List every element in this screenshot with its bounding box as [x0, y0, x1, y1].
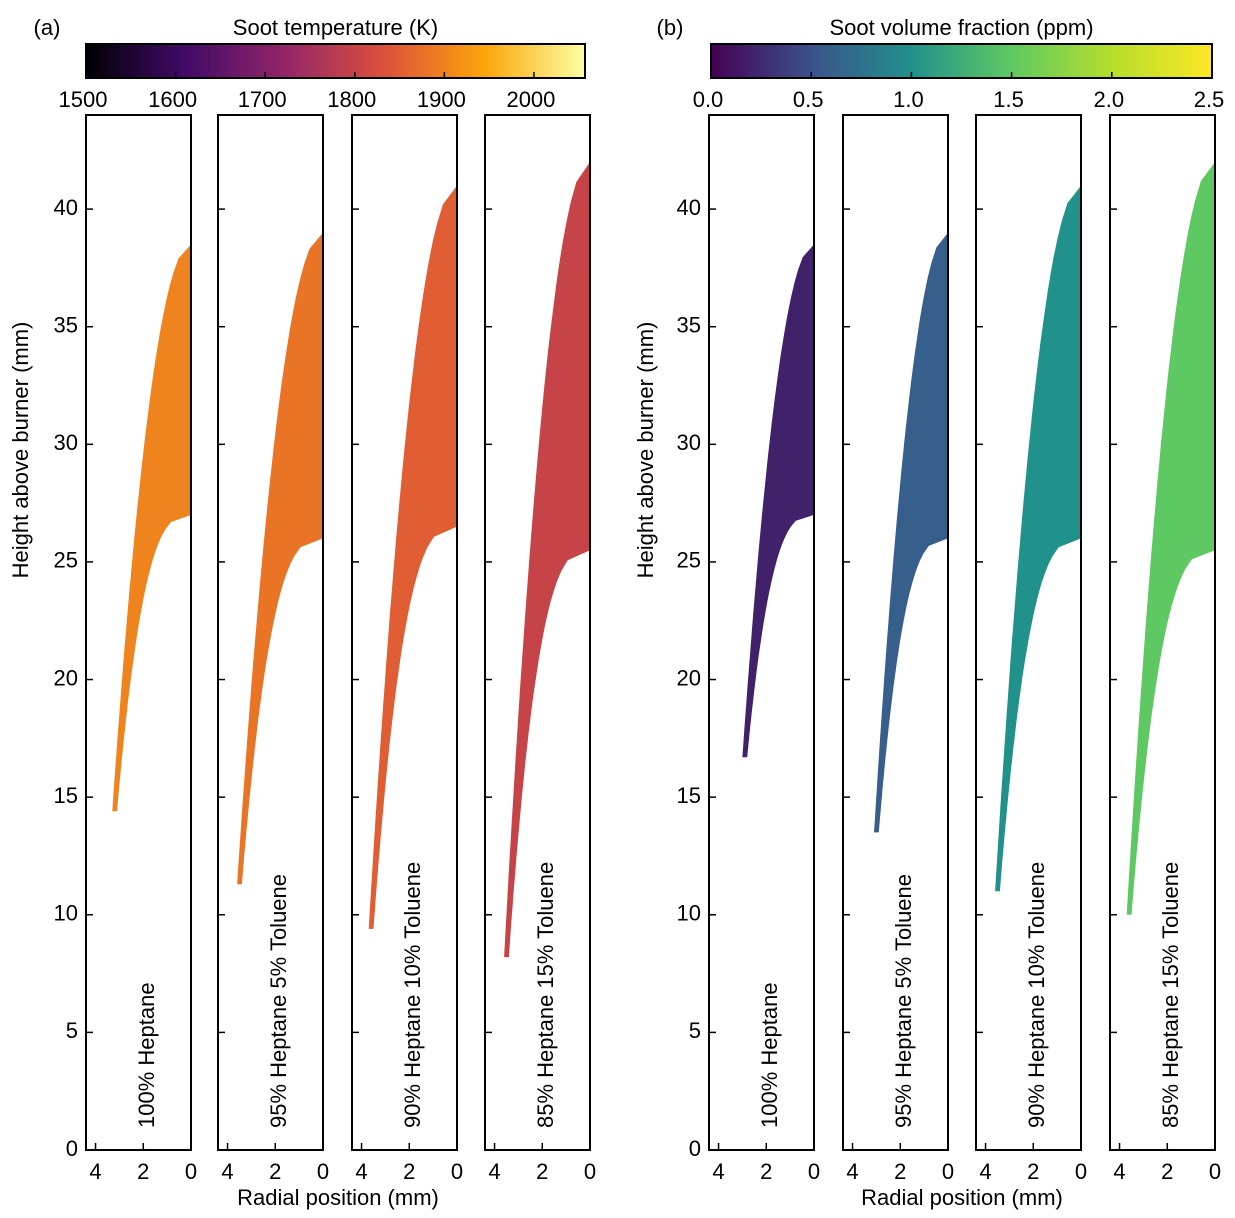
y-tick-label: 30 — [677, 430, 701, 455]
y-tick-label: 10 — [54, 901, 78, 926]
y-tick-label: 25 — [677, 548, 701, 573]
flame — [874, 232, 948, 833]
y-tick-label: 25 — [54, 548, 78, 573]
colorbar-tick-label: 2000 — [506, 87, 555, 112]
panel-frame — [217, 114, 324, 1151]
x-tick-label: 0 — [185, 1159, 197, 1184]
x-tick-label: 0 — [1075, 1159, 1087, 1184]
x-tick-label: 4 — [979, 1159, 991, 1184]
y-tick-label: 15 — [54, 783, 78, 808]
x-tick-label: 4 — [89, 1159, 101, 1184]
flame — [504, 162, 590, 958]
panel-caption: 85% Heptane 15% Toluene — [533, 862, 558, 1128]
y-tick-label: 35 — [677, 313, 701, 338]
colorbar-tick-label: 0.0 — [693, 87, 724, 112]
colorbar-tick-label: 2.5 — [1194, 87, 1225, 112]
y-tick-label: 20 — [677, 665, 701, 690]
colorbar-title: Soot temperature (K) — [233, 15, 438, 40]
x-tick-label: 2 — [760, 1159, 772, 1184]
x-axis-label: Radial position (mm) — [861, 1185, 1063, 1210]
colorbar-tick-label: 1600 — [148, 87, 197, 112]
colorbar — [710, 43, 1213, 79]
colorbar — [85, 43, 586, 79]
x-tick-label: 4 — [1113, 1159, 1125, 1184]
colorbar-tick-label: 1700 — [238, 87, 287, 112]
flame — [1126, 162, 1215, 915]
panel-frame — [351, 114, 458, 1151]
x-tick-label: 2 — [1027, 1159, 1039, 1184]
panel-caption: 95% Heptane 5% Toluene — [266, 874, 291, 1128]
panel-caption: 100% Heptane — [134, 982, 159, 1128]
colorbar-tick-label: 2.0 — [1094, 87, 1125, 112]
flame — [368, 185, 457, 929]
y-tick-label: 20 — [54, 665, 78, 690]
panel-frame — [975, 114, 1082, 1151]
y-tick-label: 15 — [677, 783, 701, 808]
y-tick-label: 0 — [689, 1136, 701, 1161]
colorbar-tick-label: 1.0 — [893, 87, 924, 112]
colorbar-tick-label: 1500 — [59, 87, 108, 112]
y-tick-label: 10 — [677, 901, 701, 926]
y-tick-label: 5 — [66, 1018, 78, 1043]
x-tick-label: 0 — [1209, 1159, 1221, 1184]
y-axis-label: Height above burner (mm) — [8, 322, 33, 579]
panel-frame — [85, 114, 192, 1151]
flame — [742, 244, 814, 758]
x-tick-label: 4 — [488, 1159, 500, 1184]
x-tick-label: 2 — [536, 1159, 548, 1184]
y-tick-label: 35 — [54, 313, 78, 338]
panel-label: (b) — [657, 15, 684, 40]
y-axis-label: Height above burner (mm) — [633, 322, 658, 579]
x-tick-label: 2 — [403, 1159, 415, 1184]
colorbar-tick-label: 1800 — [327, 87, 376, 112]
y-tick-label: 30 — [54, 430, 78, 455]
x-tick-label: 0 — [451, 1159, 463, 1184]
y-tick-label: 40 — [677, 195, 701, 220]
x-tick-label: 2 — [137, 1159, 149, 1184]
x-tick-label: 0 — [317, 1159, 329, 1184]
x-tick-label: 4 — [221, 1159, 233, 1184]
colorbar-tick-label: 1.5 — [993, 87, 1024, 112]
panel-caption: 100% Heptane — [757, 982, 782, 1128]
panel-caption: 85% Heptane 15% Toluene — [1158, 862, 1183, 1128]
x-tick-label: 2 — [894, 1159, 906, 1184]
panel-frame — [842, 114, 949, 1151]
flame — [995, 185, 1081, 892]
panel-caption: 90% Heptane 10% Toluene — [1024, 862, 1049, 1128]
x-tick-label: 4 — [355, 1159, 367, 1184]
x-tick-label: 0 — [942, 1159, 954, 1184]
colorbar-tick-label: 1900 — [417, 87, 466, 112]
flame — [237, 232, 323, 885]
x-axis-label: Radial position (mm) — [237, 1185, 439, 1210]
x-tick-label: 2 — [269, 1159, 281, 1184]
flame — [112, 244, 191, 812]
x-tick-label: 0 — [808, 1159, 820, 1184]
x-tick-label: 4 — [712, 1159, 724, 1184]
panel-frame — [484, 114, 591, 1151]
colorbar-title: Soot volume fraction (ppm) — [829, 15, 1093, 40]
x-tick-label: 4 — [846, 1159, 858, 1184]
x-tick-label: 0 — [584, 1159, 596, 1184]
y-tick-label: 5 — [689, 1018, 701, 1043]
panel-label: (a) — [34, 15, 61, 40]
x-tick-label: 2 — [1161, 1159, 1173, 1184]
panel-frame — [1109, 114, 1216, 1151]
y-tick-label: 0 — [66, 1136, 78, 1161]
panel-frame — [708, 114, 815, 1151]
y-tick-label: 40 — [54, 195, 78, 220]
colorbar-tick-label: 0.5 — [793, 87, 824, 112]
panel-caption: 90% Heptane 10% Toluene — [400, 862, 425, 1128]
panel-caption: 95% Heptane 5% Toluene — [891, 874, 916, 1128]
